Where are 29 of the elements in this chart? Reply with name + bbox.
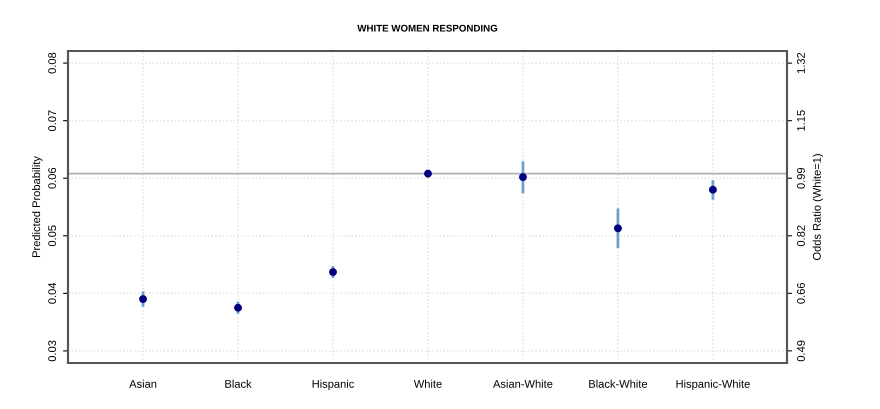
x-tick-label: Hispanic <box>312 380 354 390</box>
y2-axis-title: Odds Ratio (White=1) <box>812 154 823 260</box>
y2-tick-label: 0.66 <box>797 282 805 304</box>
point <box>139 295 147 304</box>
y2-tick-label: 1.32 <box>797 52 805 74</box>
x-tick-label: Hispanic-White <box>676 380 750 390</box>
point <box>708 186 717 194</box>
x-tick-label: Black <box>225 380 252 388</box>
x-tick-label: Black-White <box>589 380 648 388</box>
point <box>614 224 622 232</box>
y2-tick-label: 0.49 <box>797 340 805 362</box>
y-tick-label: 0.03 <box>48 340 56 362</box>
y2-tick-label: 1.15 <box>797 110 805 131</box>
y-tick-label: 0.04 <box>48 282 56 304</box>
y-axis-title: Predicted Probability <box>32 156 42 258</box>
y-tick-label: 0.08 <box>48 52 56 74</box>
y2-tick-label: 0.99 <box>797 168 805 189</box>
y-tick-label: 0.06 <box>48 168 56 189</box>
x-tick-label: Asian-White <box>493 380 552 388</box>
point <box>424 170 432 178</box>
y-tick-label: 0.05 <box>48 225 56 246</box>
x-tick-label: White <box>414 380 442 388</box>
x-tick-label: Asian <box>129 380 156 388</box>
y-tick-label: 0.07 <box>48 110 56 132</box>
chart-title: WHITE WOMEN RESPONDING <box>357 24 498 32</box>
point <box>519 173 527 182</box>
y2-tick-label: 0.82 <box>797 226 805 246</box>
point <box>329 268 337 276</box>
point <box>234 304 242 312</box>
